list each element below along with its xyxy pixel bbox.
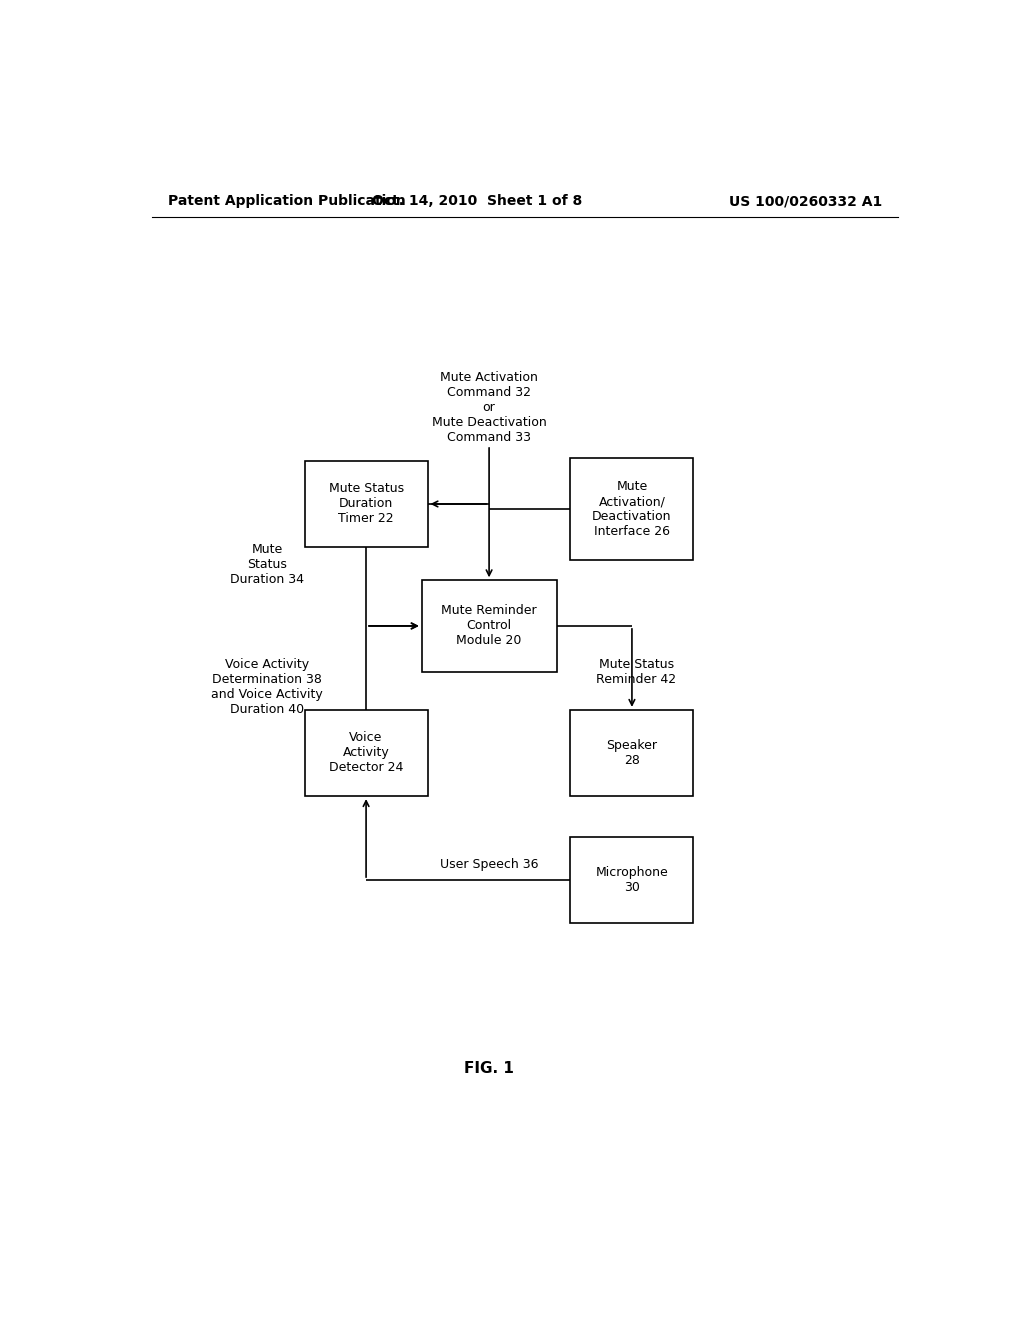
Bar <box>570 458 693 560</box>
Bar <box>304 710 428 796</box>
Text: Voice
Activity
Detector 24: Voice Activity Detector 24 <box>329 731 403 775</box>
Text: Mute Status
Reminder 42: Mute Status Reminder 42 <box>596 657 676 685</box>
Text: Speaker
28: Speaker 28 <box>606 739 657 767</box>
Text: FIG. 1: FIG. 1 <box>464 1060 514 1076</box>
Bar <box>570 710 693 796</box>
Text: US 100/0260332 A1: US 100/0260332 A1 <box>729 194 882 209</box>
Text: Microphone
30: Microphone 30 <box>596 866 669 894</box>
Text: Mute Status
Duration
Timer 22: Mute Status Duration Timer 22 <box>329 483 403 525</box>
Text: User Speech 36: User Speech 36 <box>440 858 539 871</box>
Text: Oct. 14, 2010  Sheet 1 of 8: Oct. 14, 2010 Sheet 1 of 8 <box>372 194 583 209</box>
Bar <box>422 581 557 672</box>
Text: Mute Activation
Command 32
or
Mute Deactivation
Command 33: Mute Activation Command 32 or Mute Deact… <box>432 371 547 444</box>
Text: Patent Application Publication: Patent Application Publication <box>168 194 406 209</box>
Bar <box>570 837 693 923</box>
Text: Voice Activity
Determination 38
and Voice Activity
Duration 40: Voice Activity Determination 38 and Voic… <box>211 657 323 715</box>
Text: Mute
Activation/
Deactivation
Interface 26: Mute Activation/ Deactivation Interface … <box>592 480 672 539</box>
Text: Mute Reminder
Control
Module 20: Mute Reminder Control Module 20 <box>441 605 537 647</box>
Bar <box>304 461 428 548</box>
Text: Mute
Status
Duration 34: Mute Status Duration 34 <box>229 544 304 586</box>
